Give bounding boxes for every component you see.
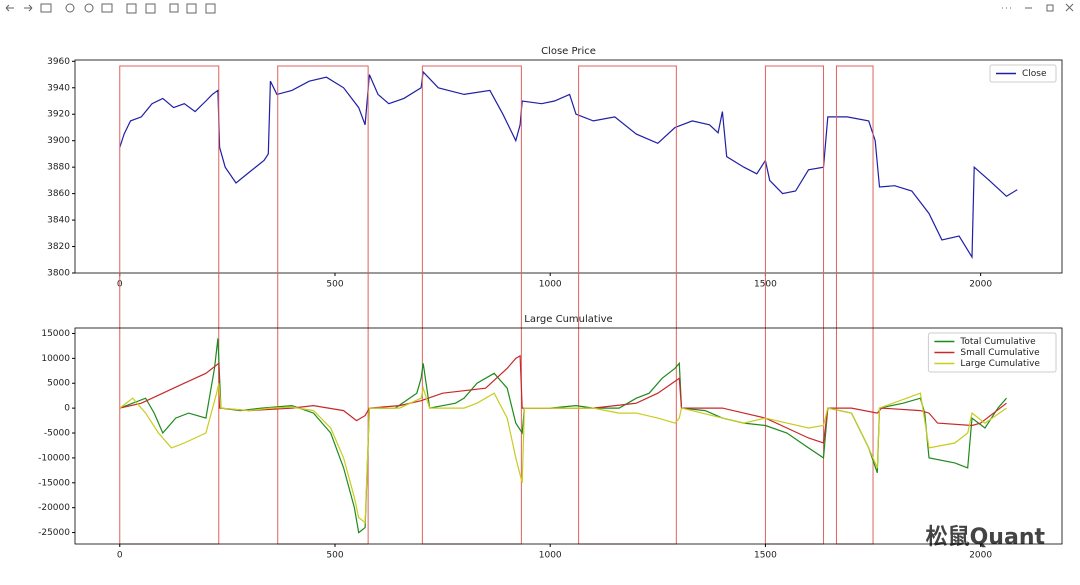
legend: Close bbox=[989, 64, 1057, 83]
x-tick-label: 2000 bbox=[969, 280, 992, 290]
watermark: 松鼠Quant bbox=[926, 525, 1046, 550]
fit-icon[interactable] bbox=[101, 3, 113, 13]
layers-icon[interactable] bbox=[169, 3, 179, 13]
y-tick-label: 0 bbox=[64, 404, 70, 414]
x-tick-label: 2000 bbox=[969, 551, 992, 561]
legend-box bbox=[927, 332, 1057, 373]
y-tick-label: 15000 bbox=[41, 329, 70, 339]
y-tick-label: -15000 bbox=[38, 478, 70, 488]
home-icon[interactable] bbox=[40, 3, 52, 13]
line bbox=[119, 70, 1018, 260]
y-tick-label: -10000 bbox=[38, 453, 70, 463]
close-icon[interactable] bbox=[1065, 3, 1074, 12]
x-tick-label: 0 bbox=[117, 551, 123, 561]
y-tick-label: 3900 bbox=[47, 136, 70, 146]
back-icon[interactable] bbox=[5, 4, 14, 12]
highlight-region bbox=[119, 65, 220, 545]
y-tick-label: 3880 bbox=[47, 163, 70, 173]
y-tick-label: 3940 bbox=[47, 83, 70, 93]
x-tick-label: 1500 bbox=[754, 551, 777, 561]
x-tick-label: 500 bbox=[326, 551, 343, 561]
toolbar[interactable] bbox=[5, 3, 1074, 14]
expand-icon[interactable] bbox=[186, 3, 197, 14]
legend-label: Large Cumulative bbox=[960, 359, 1040, 369]
axes-frame bbox=[74, 59, 1063, 274]
highlight-region bbox=[764, 65, 825, 545]
legend-label: Small Cumulative bbox=[960, 348, 1040, 358]
y-tick-label: -20000 bbox=[38, 503, 70, 513]
legend-label: Total Cumulative bbox=[959, 337, 1036, 347]
chart-title: Large Cumulative bbox=[524, 314, 612, 325]
y-tick-label: 3820 bbox=[47, 242, 70, 252]
x-tick-label: 1000 bbox=[539, 551, 562, 561]
y-tick-label: -5000 bbox=[44, 429, 70, 439]
edit-icon[interactable] bbox=[145, 3, 156, 14]
y-tick-label: -25000 bbox=[38, 528, 70, 538]
save-icon[interactable] bbox=[205, 3, 216, 14]
y-tick-label: 10000 bbox=[41, 354, 70, 364]
x-tick-label: 1000 bbox=[539, 280, 562, 290]
legend-box bbox=[989, 64, 1057, 83]
y-tick-label: 3960 bbox=[47, 57, 70, 67]
legend-label: Close bbox=[1022, 69, 1047, 79]
x-tick-label: 500 bbox=[326, 280, 343, 290]
restore-icon[interactable] bbox=[1046, 4, 1054, 12]
zoom-out-icon[interactable] bbox=[84, 3, 94, 13]
highlight-region bbox=[835, 65, 874, 545]
highlight-region bbox=[421, 65, 522, 545]
y-tick-label: 3800 bbox=[47, 269, 70, 279]
y-tick-label: 5000 bbox=[47, 379, 70, 389]
forward-icon[interactable] bbox=[24, 4, 33, 12]
highlight-region bbox=[277, 65, 369, 545]
line bbox=[119, 383, 1007, 524]
chart-title: Close Price bbox=[541, 46, 596, 57]
y-tick-label: 3920 bbox=[47, 110, 70, 120]
crop-icon[interactable] bbox=[126, 3, 137, 14]
axes-frame bbox=[74, 327, 1063, 545]
line bbox=[119, 354, 1007, 444]
y-tick-label: 3840 bbox=[47, 216, 70, 226]
highlight-region bbox=[578, 65, 677, 545]
y-tick-label: 3860 bbox=[47, 189, 70, 199]
zoom-in-icon[interactable] bbox=[65, 3, 75, 13]
